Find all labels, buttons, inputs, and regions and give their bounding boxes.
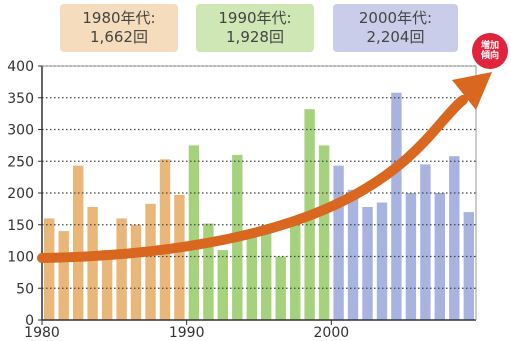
bar-2000 (333, 165, 344, 320)
bar-1985 (116, 218, 127, 320)
x-tick-label: 1990 (169, 325, 205, 341)
bar-2009 (463, 212, 474, 320)
bar-1989 (174, 194, 185, 320)
bar-1991 (203, 223, 214, 320)
trend-arrowhead (452, 72, 492, 110)
bar-2007 (434, 193, 445, 320)
trend-badge: 増加 傾向 (472, 33, 508, 69)
bar-2008 (449, 156, 460, 320)
x-tick-label: 2000 (314, 325, 350, 341)
y-tick-label: 400 (7, 59, 34, 75)
trend-badge-line1: 増加 (480, 41, 499, 51)
bar-1981 (58, 231, 69, 320)
x-tick-label: 1980 (24, 325, 60, 341)
bar-1980 (44, 218, 55, 320)
y-tick-label: 300 (7, 123, 34, 139)
bar-1990 (188, 145, 200, 320)
callout-1980s-decade: 1980年代: (82, 9, 156, 27)
y-tick-label: 250 (7, 154, 34, 170)
bar-2003 (376, 202, 388, 320)
bar-2001 (347, 189, 359, 320)
callout-1990s: 1990年代: 1,928回 (196, 4, 314, 52)
bar-1987 (145, 203, 156, 320)
bar-2002 (362, 207, 373, 320)
bar-1988 (159, 159, 171, 320)
bar-1995 (261, 224, 272, 321)
bar-1982 (73, 165, 84, 320)
y-tick-label: 150 (7, 218, 34, 234)
bar-1983 (87, 207, 98, 320)
trend-badge-line2: 傾向 (480, 51, 499, 61)
callout-1990s-count: 1,928回 (226, 28, 284, 46)
bar-1986 (130, 224, 142, 321)
bar-1996 (275, 256, 286, 320)
bar-2004 (391, 92, 402, 320)
callout-2000s-count: 2,204回 (366, 28, 425, 46)
callout-2000s-decade: 2000年代: (358, 9, 433, 27)
callout-1980s-count: 1,662回 (90, 28, 148, 46)
y-tick-label: 100 (7, 250, 34, 266)
y-tick-label: 50 (16, 281, 34, 297)
bar-2006 (420, 164, 431, 320)
callout-1990s-decade: 1990年代: (218, 9, 292, 27)
bar-1994 (246, 234, 257, 320)
bar-1992 (217, 250, 228, 320)
bar-1997 (290, 220, 301, 320)
bar-1999 (318, 145, 330, 320)
y-tick-label: 0 (25, 313, 34, 329)
callout-1980s: 1980年代: 1,662回 (60, 4, 178, 52)
y-tick-label: 200 (7, 186, 34, 202)
y-tick-label: 350 (7, 91, 34, 107)
bar-1984 (101, 250, 113, 320)
trend-arrow-shaft (37, 95, 468, 263)
callout-2000s: 2000年代: 2,204回 (333, 4, 458, 52)
